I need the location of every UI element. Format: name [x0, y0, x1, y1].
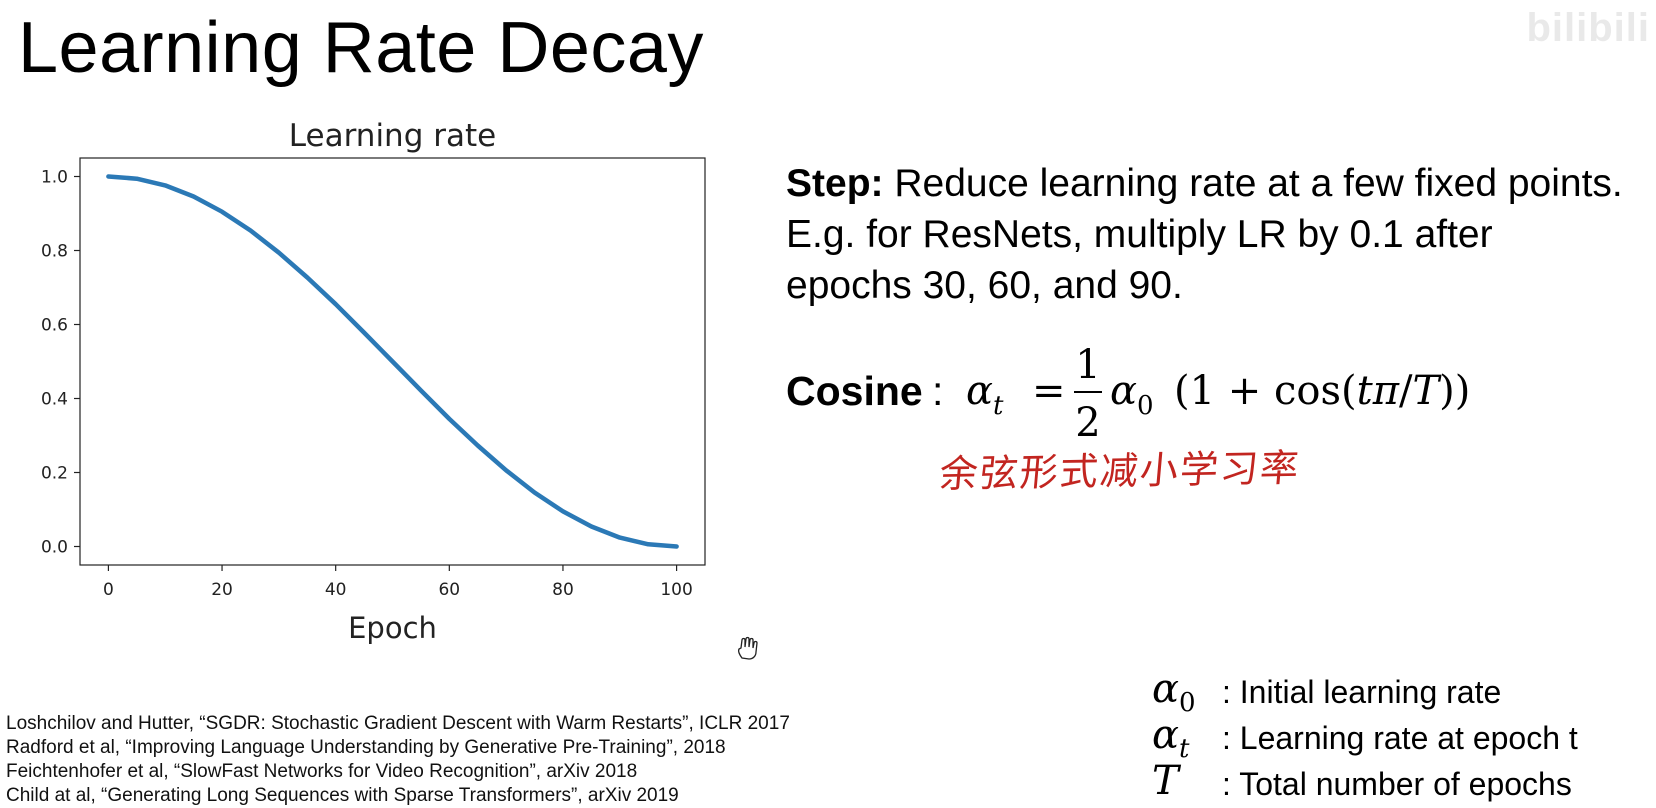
legend-row: α0 : Initial learning rate: [1152, 666, 1652, 718]
handwritten-note: 余弦形式减小学习率: [937, 445, 1303, 497]
symbol-legend: α0 : Initial learning rate αt : Learning…: [1152, 666, 1652, 806]
formula-denominator: 2: [1075, 400, 1100, 440]
legend-description: : Initial learning rate: [1222, 674, 1502, 710]
series-line: [106, 174, 679, 549]
hand-cursor-icon: [737, 636, 758, 660]
citations: Loshchilov and Hutter, “SGDR: Stochastic…: [6, 712, 790, 808]
step-description: Step: Reduce learning rate at a few fixe…: [786, 158, 1626, 311]
y-tick-label: 1.0: [41, 168, 68, 188]
formula-numerator: 1: [1075, 342, 1100, 388]
y-tick-label: 0.6: [41, 316, 68, 336]
x-axis-label: Epoch: [348, 611, 437, 645]
legend-description: : Total number of epochs: [1222, 766, 1572, 802]
legend-symbol: αt: [1152, 712, 1190, 764]
x-tick-label: 20: [211, 580, 233, 600]
learning-rate-chart: Learning rate 0 20 40 60 80 100 0.0 0.2 0.4 0.6 0.8…: [41, 118, 706, 645]
watermark-logo: bilibili: [1526, 6, 1650, 50]
chart-title: Learning rate: [289, 118, 496, 154]
formula-equals: =: [1032, 368, 1066, 414]
formula-rest: (1 + cos(tπ/T)): [1174, 368, 1470, 414]
y-tick-label: 0.8: [41, 242, 68, 262]
legend-symbol: T: [1152, 758, 1179, 804]
formula-alpha-t: αt: [966, 368, 1004, 421]
cosine-formula: αt = 1 2 α0 (1 + cos(tπ/T)): [966, 342, 1470, 440]
citation-line: Child at al, “Generating Long Sequences …: [6, 785, 679, 806]
step-body: Reduce learning rate at a few fixed poin…: [786, 162, 1623, 307]
x-tick-label: 60: [438, 580, 460, 600]
cosine-label: Cosine: [786, 368, 923, 414]
slide-title: Learning Rate Decay: [18, 8, 704, 88]
cosine-row: Cosine : αt = 1 2 α0 (1 + cos(tπ/T)): [786, 340, 1606, 440]
citation-line: Loshchilov and Hutter, “SGDR: Stochastic…: [6, 713, 790, 734]
cosine-colon: :: [932, 368, 944, 414]
x-tick-label: 80: [552, 580, 574, 600]
y-tick-label: 0.4: [41, 390, 68, 410]
citation-line: Radford et al, “Improving Language Under…: [6, 737, 726, 758]
plot-frame: [79, 157, 706, 566]
step-label: Step:: [786, 162, 884, 205]
legend-row: T : Total number of epochs: [1152, 758, 1652, 806]
legend-symbol: α0: [1152, 666, 1196, 718]
y-tick-label: 0.0: [41, 538, 68, 558]
legend-description: : Learning rate at epoch t: [1222, 720, 1578, 756]
citation-line: Feichtenhofer et al, “SlowFast Networks …: [6, 761, 638, 782]
x-tick-label: 40: [325, 580, 347, 600]
legend-row: αt : Learning rate at epoch t: [1152, 712, 1652, 764]
x-tick-label: 0: [103, 580, 114, 600]
formula-alpha-0: α0: [1110, 368, 1154, 421]
x-tick-label: 100: [660, 580, 692, 600]
y-tick-label: 0.2: [41, 464, 68, 484]
